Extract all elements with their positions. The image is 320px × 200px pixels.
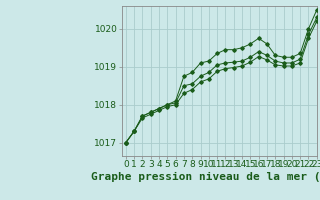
X-axis label: Graphe pression niveau de la mer (hPa): Graphe pression niveau de la mer (hPa) bbox=[91, 172, 320, 182]
